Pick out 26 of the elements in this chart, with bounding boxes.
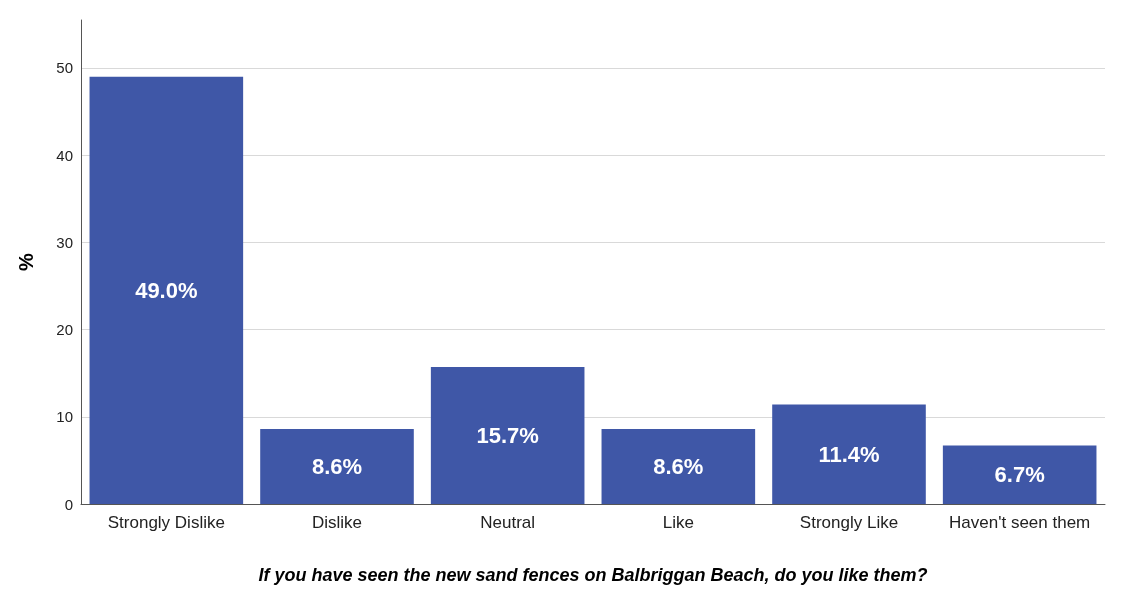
y-axis-title: % — [15, 252, 37, 271]
x-tick-label: Like — [662, 512, 694, 532]
x-tick-label: Dislike — [311, 512, 363, 532]
data-label: 49.0% — [135, 277, 198, 303]
x-tick-label: Strongly Dislike — [107, 512, 225, 532]
y-tick-label: 10 — [56, 408, 73, 426]
data-label: 15.7% — [476, 423, 539, 449]
x-tick-label: Haven't seen them — [949, 512, 1091, 532]
y-tick-label: 30 — [56, 233, 73, 251]
x-tick-label: Neutral — [480, 512, 536, 532]
bar — [260, 429, 414, 504]
y-tick-label: 20 — [56, 321, 73, 339]
bar — [942, 445, 1097, 504]
y-tick-label: 40 — [56, 146, 73, 164]
x-tick-label: Strongly Like — [799, 512, 899, 532]
data-label: 8.6% — [653, 454, 704, 479]
bar — [89, 76, 244, 504]
bar — [601, 429, 756, 504]
bar — [772, 404, 926, 504]
data-label: 11.4% — [818, 441, 880, 467]
y-tick-label: 50 — [56, 59, 73, 77]
y-tick-label: 0 — [64, 495, 73, 513]
x-axis-title: If you have seen the new sand fences on Balbriggan Beach, do you like them? — [258, 565, 928, 585]
bar — [430, 367, 585, 504]
data-label: 8.6% — [311, 454, 363, 479]
data-label: 6.7% — [994, 462, 1045, 488]
